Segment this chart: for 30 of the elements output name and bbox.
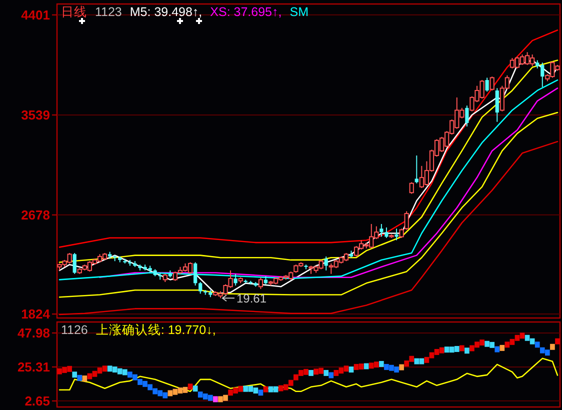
candlestick <box>465 105 469 127</box>
candlestick <box>485 77 489 92</box>
line-series <box>58 29 558 248</box>
y-tick-label: 4401 <box>21 7 50 22</box>
chart-subtitle: 1123 <box>95 5 122 19</box>
candlestick <box>414 154 418 184</box>
text: SM <box>290 5 308 19</box>
line-series <box>58 140 558 316</box>
candlestick <box>495 88 499 122</box>
y-tick-label: 47.98 <box>17 325 50 340</box>
text: M5: 39.498↑, <box>130 5 202 19</box>
annotation: 19.61 <box>236 292 267 306</box>
chart-subtitle: 1126 <box>61 323 88 337</box>
candlestick <box>234 273 238 286</box>
y-tick-label: 2.65 <box>24 393 50 408</box>
y-tick-label: 2678 <box>21 207 50 222</box>
text: XS: 37.695↑, <box>210 5 282 19</box>
chart-title: 日线 <box>61 5 87 19</box>
candlestick <box>380 223 384 238</box>
candlestick <box>198 282 202 294</box>
candlestick <box>384 226 388 238</box>
y-tick-label: 3539 <box>21 107 50 122</box>
candlestick <box>194 262 198 286</box>
candlestick <box>72 252 76 274</box>
candlestick <box>324 256 328 271</box>
candlestick <box>394 228 398 241</box>
y-tick-label: 1824 <box>21 306 51 322</box>
line-series <box>58 358 558 392</box>
y-tick-label: 25.31 <box>17 359 50 374</box>
text: 上涨确认线: 19.770↓, <box>96 323 216 337</box>
